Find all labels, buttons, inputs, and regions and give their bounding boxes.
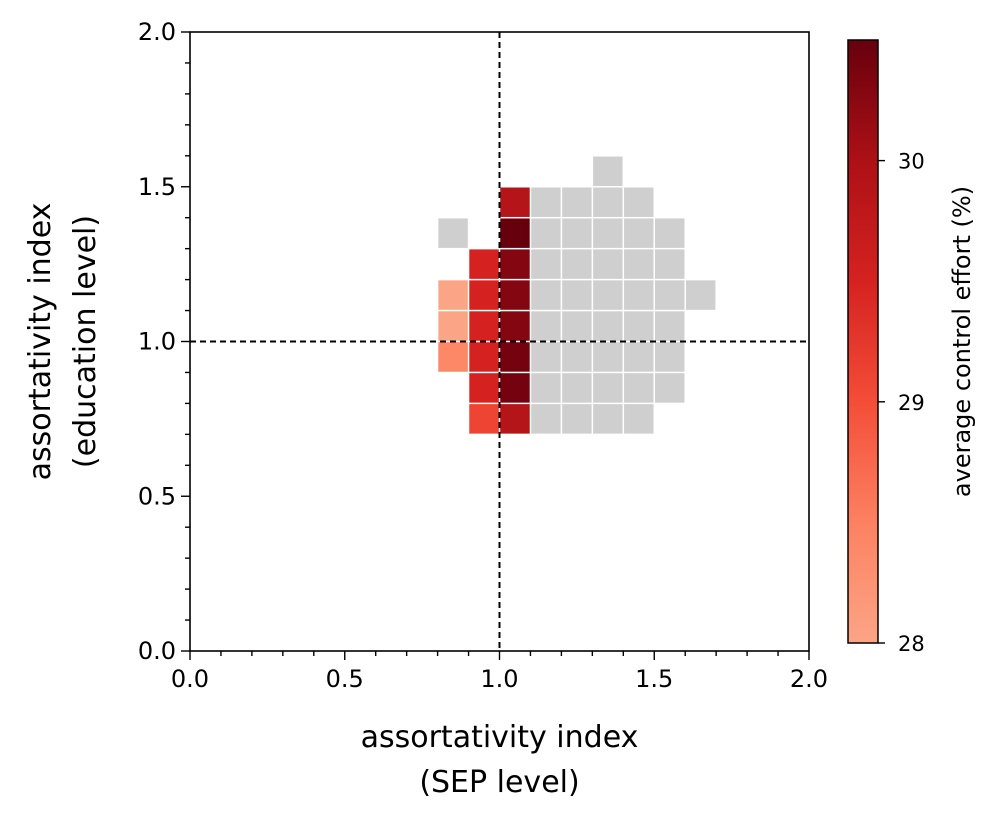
heatmap-cell bbox=[500, 311, 530, 341]
colorbar-tick-label: 29 bbox=[898, 391, 925, 415]
x-tick-label: 2.0 bbox=[790, 665, 828, 693]
heatmap-cell-no-data bbox=[655, 311, 685, 341]
heatmap-cell bbox=[469, 311, 499, 341]
x-axis-title-line-2: (SEP level) bbox=[419, 765, 579, 800]
x-tick-label: 1.5 bbox=[635, 665, 673, 693]
heatmap-cell bbox=[469, 404, 499, 434]
heatmap-cell bbox=[438, 311, 468, 341]
heatmap-cell bbox=[469, 342, 499, 372]
heatmap-cell-no-data bbox=[685, 280, 716, 310]
x-tick-label: 1.0 bbox=[480, 665, 518, 693]
x-tick-label: 0.5 bbox=[326, 665, 364, 693]
heatmap-cell bbox=[500, 342, 530, 372]
heatmap-cell bbox=[500, 404, 530, 434]
heatmap-cell-no-data bbox=[562, 404, 592, 434]
heatmap-cell-no-data bbox=[593, 404, 623, 434]
heatmap-cell bbox=[500, 249, 530, 279]
heatmap-cell bbox=[469, 249, 499, 279]
heatmap-cell-no-data bbox=[531, 373, 561, 403]
y-tick-label: 1.5 bbox=[138, 173, 176, 201]
heatmap-cell bbox=[469, 373, 499, 403]
heatmap-cell-no-data bbox=[624, 280, 654, 310]
heatmap-cell-no-data bbox=[562, 342, 592, 372]
heatmap-cell bbox=[438, 280, 468, 310]
y-axis: 0.0 0.5 1.0 1.5 2.0 bbox=[138, 18, 190, 665]
heatmap-cell-no-data bbox=[624, 311, 654, 341]
heatmap-cell-no-data bbox=[593, 249, 623, 279]
heatmap-cell-no-data bbox=[531, 280, 561, 310]
heatmap-cell-no-data bbox=[624, 249, 654, 279]
heatmap-cell-no-data bbox=[562, 373, 592, 403]
colorbar-gradient bbox=[847, 39, 879, 644]
heatmap-cell-no-data bbox=[593, 218, 623, 248]
x-axis: 0.0 0.5 1.0 1.5 2.0 bbox=[171, 651, 828, 693]
heatmap-cell bbox=[469, 280, 499, 310]
heatmap-cell-no-data bbox=[531, 342, 561, 372]
heatmap-cell-no-data bbox=[624, 218, 654, 248]
heatmap-cell bbox=[500, 373, 530, 403]
heatmap-cell-no-data bbox=[593, 156, 623, 186]
heatmap-cell-no-data bbox=[531, 218, 561, 248]
heatmap-cells bbox=[438, 156, 716, 434]
heatmap-cell-no-data bbox=[624, 342, 654, 372]
heatmap-cell-no-data bbox=[531, 404, 561, 434]
heatmap-cell-no-data bbox=[624, 404, 654, 434]
y-tick-label: 2.0 bbox=[138, 18, 176, 46]
heatmap-cell-no-data bbox=[531, 187, 561, 217]
heatmap-cell-no-data bbox=[562, 187, 592, 217]
heatmap-cell bbox=[438, 342, 468, 372]
colorbar: 28 29 30 bbox=[847, 39, 925, 656]
y-axis-title-line-1: assortativity index bbox=[23, 203, 58, 481]
heatmap-cell bbox=[500, 187, 530, 217]
heatmap-cell-no-data bbox=[593, 373, 623, 403]
heatmap-cell-no-data bbox=[655, 342, 685, 372]
heatmap-cell-no-data bbox=[655, 280, 685, 310]
heatmap-cell bbox=[500, 218, 530, 248]
y-tick-label: 0.0 bbox=[138, 637, 176, 665]
heatmap-cell-no-data bbox=[624, 187, 654, 217]
heatmap-cell bbox=[500, 280, 530, 310]
heatmap-cell-no-data bbox=[531, 311, 561, 341]
heatmap-cell-no-data bbox=[562, 218, 592, 248]
heatmap-cell-no-data bbox=[562, 249, 592, 279]
reference-lines bbox=[190, 32, 809, 651]
colorbar-title: average control effort (%) bbox=[948, 186, 976, 497]
heatmap-cell-no-data bbox=[593, 187, 623, 217]
heatmap-cell-no-data bbox=[562, 280, 592, 310]
y-tick-label: 1.0 bbox=[138, 328, 176, 356]
x-axis-title-line-1: assortativity index bbox=[361, 720, 639, 755]
heatmap-cell-no-data bbox=[593, 311, 623, 341]
colorbar-tick-label: 30 bbox=[898, 150, 925, 174]
y-axis-title-line-2: (education level) bbox=[68, 215, 103, 468]
x-tick-label: 0.0 bbox=[171, 665, 209, 693]
y-axis-title: assortativity index (education level) bbox=[23, 203, 103, 481]
heatmap-cell-no-data bbox=[624, 373, 654, 403]
y-tick-label: 0.5 bbox=[138, 482, 176, 510]
heatmap-cell-no-data bbox=[655, 373, 685, 403]
colorbar-tick-label: 28 bbox=[898, 632, 925, 656]
heatmap-cell-no-data bbox=[655, 218, 685, 248]
heatmap-cell-no-data bbox=[593, 342, 623, 372]
heatmap-cell-no-data bbox=[655, 249, 685, 279]
heatmap-cell-no-data bbox=[593, 280, 623, 310]
heatmap-cell-no-data bbox=[531, 249, 561, 279]
heatmap-cell-no-data bbox=[562, 311, 592, 341]
heatmap-cell-no-data bbox=[438, 218, 468, 248]
